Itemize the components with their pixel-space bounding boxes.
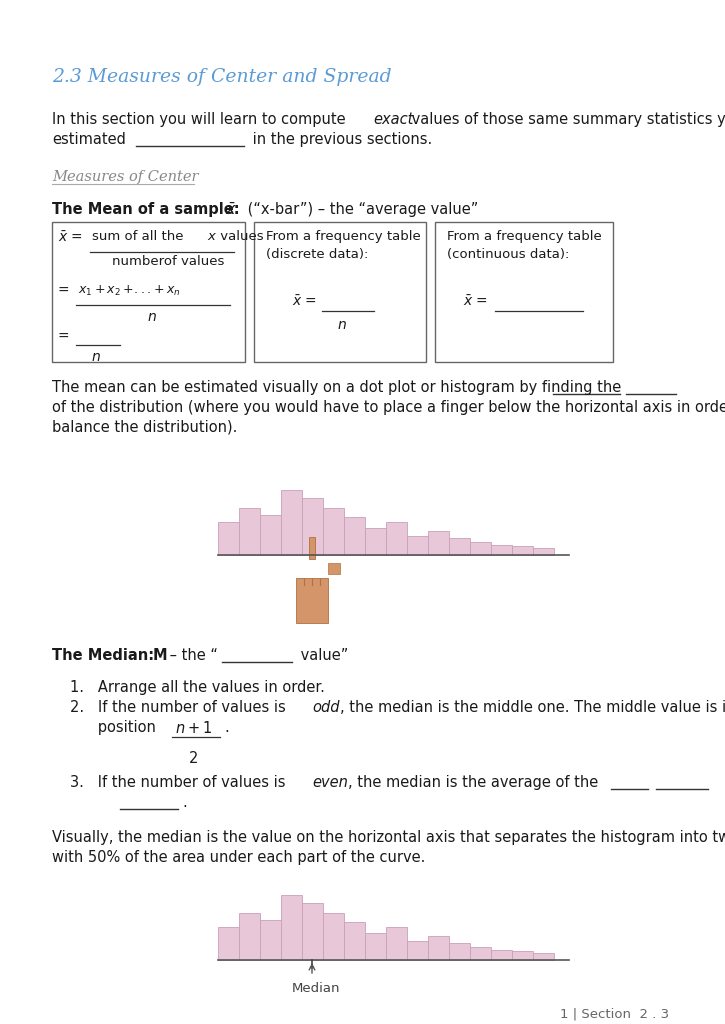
Bar — [470, 542, 491, 555]
Text: 3.   If the number of values is: 3. If the number of values is — [70, 775, 290, 790]
Text: numberof values: numberof values — [112, 255, 224, 268]
Text: in the previous sections.: in the previous sections. — [248, 132, 432, 147]
Bar — [407, 941, 428, 961]
Bar — [449, 538, 470, 555]
Text: .: . — [224, 720, 229, 735]
Bar — [428, 936, 449, 961]
Text: sum of all the: sum of all the — [92, 230, 183, 243]
Text: $2$: $2$ — [188, 750, 198, 766]
Text: odd: odd — [312, 700, 339, 715]
Text: 2.   If the number of values is: 2. If the number of values is — [70, 700, 291, 715]
Text: balance the distribution).: balance the distribution). — [52, 420, 237, 435]
Text: values: values — [216, 230, 264, 243]
Bar — [470, 947, 491, 961]
Text: $\bar{x}$: $\bar{x}$ — [225, 202, 237, 218]
Bar — [428, 531, 449, 555]
Bar — [435, 222, 613, 362]
Text: Median: Median — [292, 982, 341, 995]
Text: $n+1$: $n+1$ — [175, 720, 212, 736]
Bar — [260, 515, 281, 555]
Text: The Mean of a sample:: The Mean of a sample: — [52, 202, 250, 217]
Text: position: position — [70, 720, 156, 735]
Bar — [302, 903, 323, 961]
Text: (discrete data):: (discrete data): — [266, 248, 368, 261]
Bar — [533, 548, 554, 555]
Text: 1 | Section  2 . 3: 1 | Section 2 . 3 — [560, 1007, 669, 1020]
Text: From a frequency table: From a frequency table — [447, 230, 602, 243]
Bar — [344, 922, 365, 961]
Text: , the median is the middle one. The middle value is in the: , the median is the middle one. The midd… — [340, 700, 725, 715]
Text: 2.3 Measures of Center and Spread: 2.3 Measures of Center and Spread — [52, 68, 392, 86]
Text: Visually, the median is the value on the horizontal axis that separates the hist: Visually, the median is the value on the… — [52, 830, 725, 845]
Text: $n$: $n$ — [91, 350, 101, 364]
Bar — [302, 498, 323, 555]
Text: x: x — [207, 230, 215, 243]
Text: The Median:: The Median: — [52, 648, 160, 663]
Text: (“x-bar”) – the “average value”: (“x-bar”) – the “average value” — [243, 202, 478, 217]
Text: $n$: $n$ — [337, 318, 347, 332]
Text: $\bar{x}$ =: $\bar{x}$ = — [58, 230, 83, 245]
Polygon shape — [328, 563, 340, 574]
Bar — [449, 943, 470, 961]
Bar — [491, 949, 512, 961]
Text: =: = — [58, 284, 70, 298]
Bar — [512, 547, 533, 555]
Bar — [281, 895, 302, 961]
Text: From a frequency table: From a frequency table — [266, 230, 420, 243]
Text: value”: value” — [296, 648, 349, 663]
Bar — [309, 537, 315, 559]
Text: (continuous data):: (continuous data): — [447, 248, 569, 261]
Text: The mean can be estimated visually on a dot plot or histogram by finding the: The mean can be estimated visually on a … — [52, 380, 621, 395]
Text: $\bar{x}$ =: $\bar{x}$ = — [463, 294, 488, 309]
Bar — [239, 508, 260, 555]
Bar — [239, 912, 260, 961]
Text: $x_1 + x_2 + \!...\! + x_n$: $x_1 + x_2 + \!...\! + x_n$ — [78, 284, 181, 298]
Bar — [365, 934, 386, 961]
Text: exact: exact — [373, 112, 413, 127]
Text: estimated: estimated — [52, 132, 126, 147]
Text: with 50% of the area under each part of the curve.: with 50% of the area under each part of … — [52, 850, 426, 865]
Text: In this section you will learn to compute: In this section you will learn to comput… — [52, 112, 350, 127]
Text: even: even — [312, 775, 348, 790]
Text: , the median is the average of the: , the median is the average of the — [348, 775, 598, 790]
Bar — [491, 545, 512, 555]
Text: Measures of Center: Measures of Center — [52, 170, 199, 184]
Text: – the “: – the “ — [165, 648, 218, 663]
Text: $n$: $n$ — [147, 310, 157, 324]
Bar — [512, 951, 533, 961]
Text: M: M — [153, 648, 167, 663]
Bar — [296, 578, 328, 623]
Bar — [533, 953, 554, 961]
Bar — [254, 222, 426, 362]
Text: $\bar{x}$ =: $\bar{x}$ = — [292, 294, 317, 309]
Text: values of those same summary statistics you: values of those same summary statistics … — [407, 112, 725, 127]
Text: of the distribution (where you would have to place a finger below the horizontal: of the distribution (where you would hav… — [52, 400, 725, 415]
Bar — [218, 927, 239, 961]
Bar — [281, 490, 302, 555]
Bar — [365, 528, 386, 555]
Bar — [386, 522, 407, 555]
Bar — [386, 927, 407, 961]
Bar — [323, 508, 344, 555]
Bar — [52, 222, 245, 362]
Bar — [344, 517, 365, 555]
Bar — [407, 536, 428, 555]
Bar — [218, 522, 239, 555]
Text: 1.   Arrange all the values in order.: 1. Arrange all the values in order. — [70, 680, 325, 695]
Text: .: . — [182, 795, 187, 810]
Bar — [323, 912, 344, 961]
Bar — [260, 921, 281, 961]
Text: =: = — [58, 330, 70, 344]
